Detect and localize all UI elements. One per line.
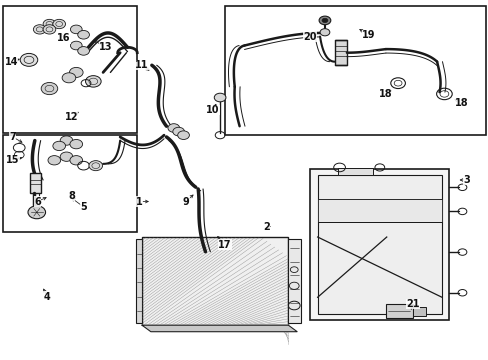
Circle shape — [322, 18, 327, 23]
Text: 1: 1 — [136, 197, 143, 207]
Circle shape — [172, 127, 184, 136]
Circle shape — [89, 161, 102, 171]
Text: 20: 20 — [303, 32, 316, 41]
Circle shape — [53, 141, 65, 150]
Bar — [334, 40, 346, 65]
Circle shape — [167, 124, 179, 132]
Bar — [317, 199, 441, 222]
Bar — [3, 135, 137, 232]
Text: 2: 2 — [263, 222, 269, 231]
Circle shape — [60, 136, 73, 145]
Text: 13: 13 — [99, 42, 112, 52]
Circle shape — [43, 25, 56, 34]
Circle shape — [41, 82, 58, 95]
Polygon shape — [142, 325, 297, 332]
Bar — [142, 237, 288, 325]
Bar — [317, 175, 441, 315]
Bar — [337, 168, 372, 175]
Bar — [30, 173, 41, 193]
Circle shape — [69, 67, 83, 77]
Bar — [136, 239, 142, 323]
Text: 14: 14 — [5, 57, 18, 67]
Circle shape — [70, 156, 82, 165]
Text: 9: 9 — [182, 197, 189, 207]
Text: 18: 18 — [378, 89, 392, 99]
Text: 7: 7 — [9, 132, 16, 142]
Text: 18: 18 — [454, 98, 468, 108]
Circle shape — [20, 53, 38, 66]
Circle shape — [78, 31, 89, 39]
Bar — [288, 239, 300, 323]
Text: 5: 5 — [80, 202, 87, 212]
Text: 21: 21 — [405, 299, 419, 309]
Text: 11: 11 — [135, 60, 148, 70]
Circle shape — [43, 19, 56, 29]
Circle shape — [85, 76, 101, 87]
Bar — [385, 305, 412, 318]
Circle shape — [33, 25, 46, 34]
Circle shape — [70, 25, 82, 34]
Circle shape — [70, 139, 82, 149]
Circle shape — [319, 16, 330, 25]
Text: 10: 10 — [205, 105, 219, 115]
Bar — [412, 307, 426, 316]
Bar — [310, 169, 448, 320]
Circle shape — [70, 41, 82, 50]
Text: 8: 8 — [68, 191, 75, 201]
Circle shape — [62, 73, 76, 83]
Bar — [224, 6, 485, 135]
Circle shape — [60, 152, 73, 161]
Text: 17: 17 — [218, 239, 231, 249]
Circle shape — [214, 93, 225, 102]
Circle shape — [53, 19, 65, 29]
Text: 4: 4 — [43, 292, 50, 302]
Text: 6: 6 — [34, 197, 41, 207]
Circle shape — [28, 206, 45, 219]
Text: 19: 19 — [361, 30, 375, 40]
Text: 16: 16 — [57, 33, 71, 43]
Circle shape — [48, 156, 61, 165]
Text: 3: 3 — [462, 175, 469, 185]
Circle shape — [78, 46, 89, 55]
Text: 15: 15 — [6, 155, 20, 165]
Text: 12: 12 — [64, 112, 78, 122]
Bar — [3, 6, 137, 134]
Circle shape — [320, 29, 329, 36]
Circle shape — [177, 131, 189, 139]
